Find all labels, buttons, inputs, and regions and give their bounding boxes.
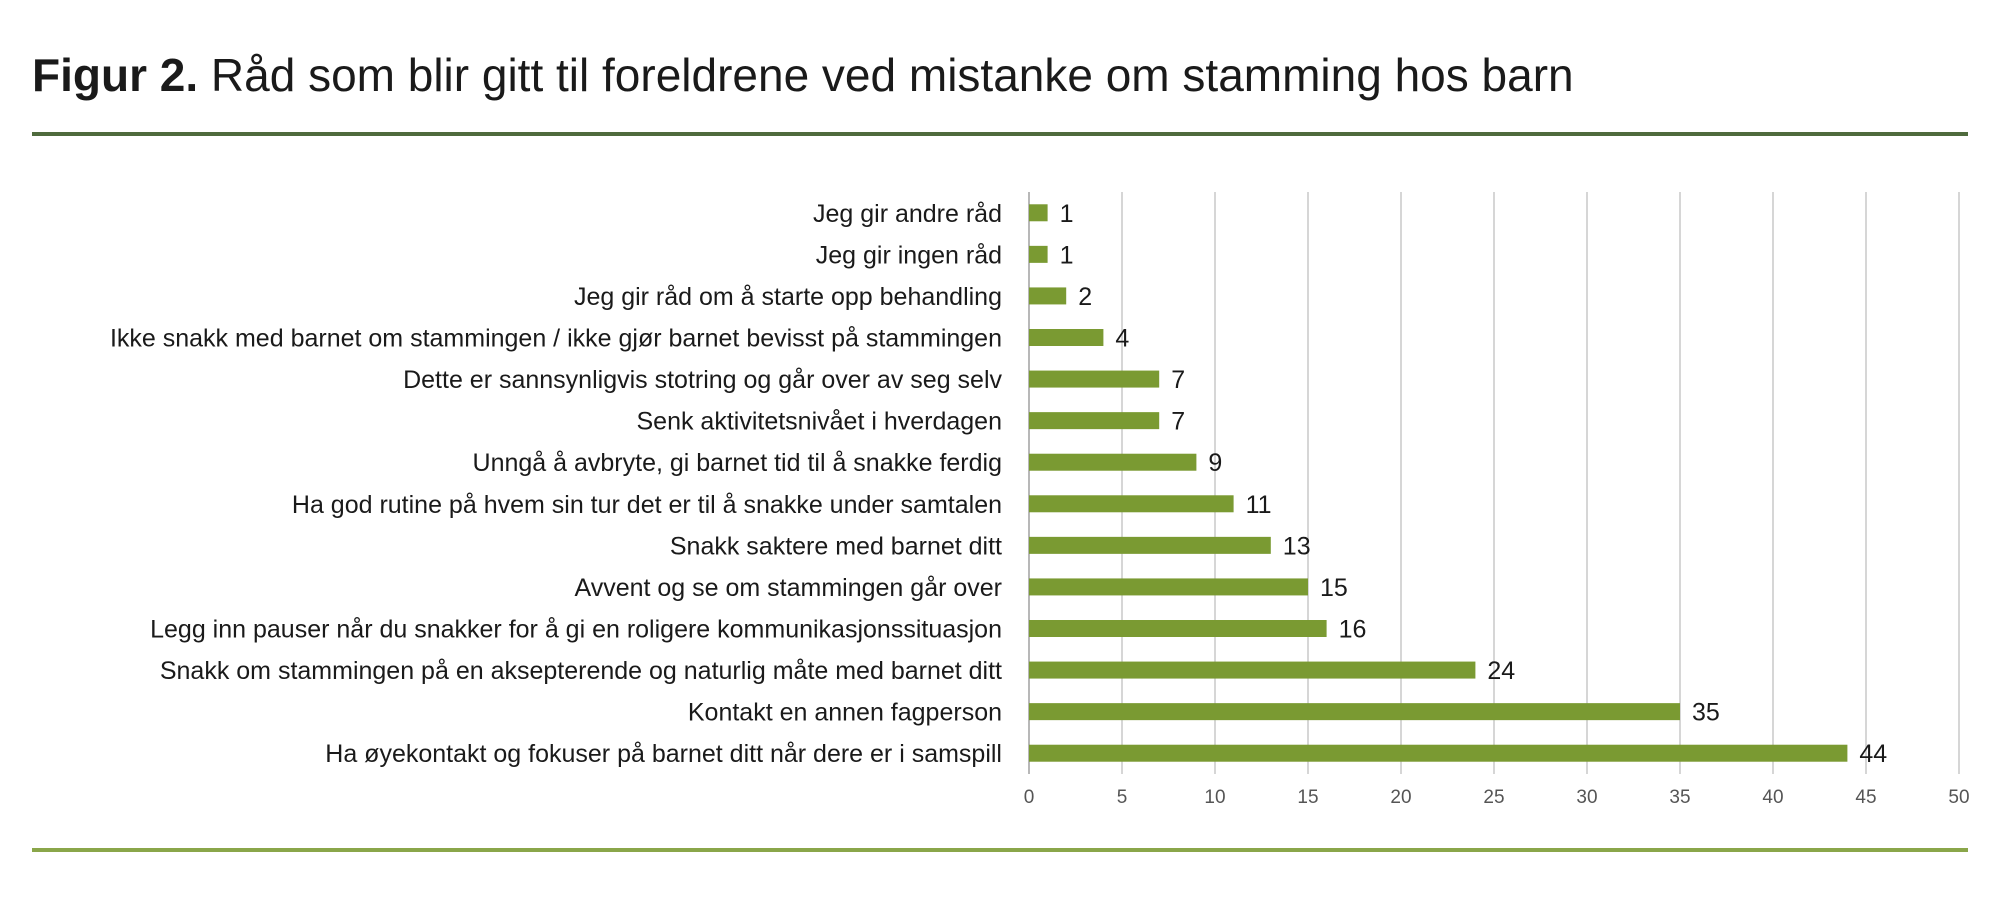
- category-label: Snakk saktere med barnet ditt: [670, 532, 1002, 560]
- category-label: Dette er sannsynligvis stotring og går o…: [403, 366, 1002, 394]
- chart-category-labels: Jeg gir andre råd Jeg gir ingen råd Jeg gi…: [110, 200, 1003, 768]
- category-label: Ikke snakk med barnet om stammingen / ik…: [110, 325, 1002, 353]
- bar: [1029, 703, 1680, 721]
- category-label: Avvent og se om stammingen går over: [574, 574, 1002, 602]
- bar: [1029, 287, 1067, 305]
- data-label: 13: [1283, 532, 1311, 560]
- data-label: 2: [1078, 283, 1092, 311]
- x-tick-label: 25: [1483, 787, 1504, 808]
- data-label: 16: [1339, 616, 1367, 644]
- x-tick-label: 15: [1297, 787, 1318, 808]
- title-divider: [32, 132, 1968, 136]
- category-label: Unngå å avbryte, gi barnet tid til å sna…: [473, 449, 1002, 477]
- x-tick-label: 0: [1024, 787, 1035, 808]
- x-tick-label: 10: [1204, 787, 1225, 808]
- data-label: 35: [1692, 699, 1720, 727]
- bar: [1029, 578, 1308, 596]
- bar: [1029, 744, 1848, 762]
- bar: [1029, 412, 1160, 430]
- data-label: 7: [1171, 408, 1185, 436]
- category-label: Kontakt en annen fagperson: [688, 699, 1002, 727]
- bar: [1029, 453, 1197, 471]
- category-label: Ha øyekontakt og fokuser på barnet ditt …: [325, 740, 1002, 768]
- bar: [1029, 620, 1327, 637]
- bar: [1029, 245, 1048, 263]
- bar: [1029, 370, 1160, 388]
- bottom-divider: [32, 848, 1968, 852]
- figure-title: Figur 2. Råd som blir gitt til foreldren…: [32, 48, 1574, 102]
- x-tick-label: 50: [1948, 787, 1969, 808]
- category-label: Jeg gir andre råd: [813, 200, 1002, 228]
- bar: [1029, 495, 1234, 513]
- data-label: 24: [1487, 657, 1515, 685]
- data-label: 11: [1246, 491, 1272, 519]
- chart-bars: [1029, 204, 1848, 762]
- category-label: Legg inn pauser når du snakker for å gi …: [150, 616, 1002, 644]
- category-label: Ha god rutine på hvem sin tur det er til…: [292, 491, 1002, 519]
- category-label: Senk aktivitetsnivået i hverdagen: [637, 408, 1003, 436]
- category-label: Jeg gir ingen råd: [816, 241, 1002, 269]
- data-label: 15: [1320, 574, 1348, 602]
- bar: [1029, 661, 1476, 679]
- data-label: 1: [1060, 241, 1074, 269]
- data-label: 9: [1208, 449, 1222, 477]
- x-tick-label: 35: [1669, 787, 1690, 808]
- x-tick-label: 45: [1855, 787, 1876, 808]
- category-label: Snakk om stammingen på en aksepterende o…: [160, 657, 1002, 685]
- chart-x-tick-labels: 0 5 10 15 20 25 30 35 40 45 50: [1024, 787, 1970, 808]
- x-tick-label: 5: [1117, 787, 1128, 808]
- bar: [1029, 204, 1048, 222]
- x-tick-label: 30: [1576, 787, 1597, 808]
- figure-title-text: Råd som blir gitt til foreldrene ved mis…: [210, 49, 1574, 101]
- data-label: 44: [1859, 740, 1887, 768]
- category-label: Jeg gir råd om å starte opp behandling: [574, 283, 1002, 311]
- data-label: 7: [1171, 366, 1185, 394]
- bar: [1029, 536, 1271, 554]
- bar: [1029, 329, 1104, 346]
- x-tick-label: 40: [1762, 787, 1783, 808]
- data-label: 4: [1115, 325, 1129, 353]
- data-label: 1: [1060, 200, 1074, 228]
- figure-title-prefix: Figur 2.: [32, 49, 199, 101]
- x-tick-label: 20: [1390, 787, 1411, 808]
- chart-gridlines: [1028, 192, 1960, 774]
